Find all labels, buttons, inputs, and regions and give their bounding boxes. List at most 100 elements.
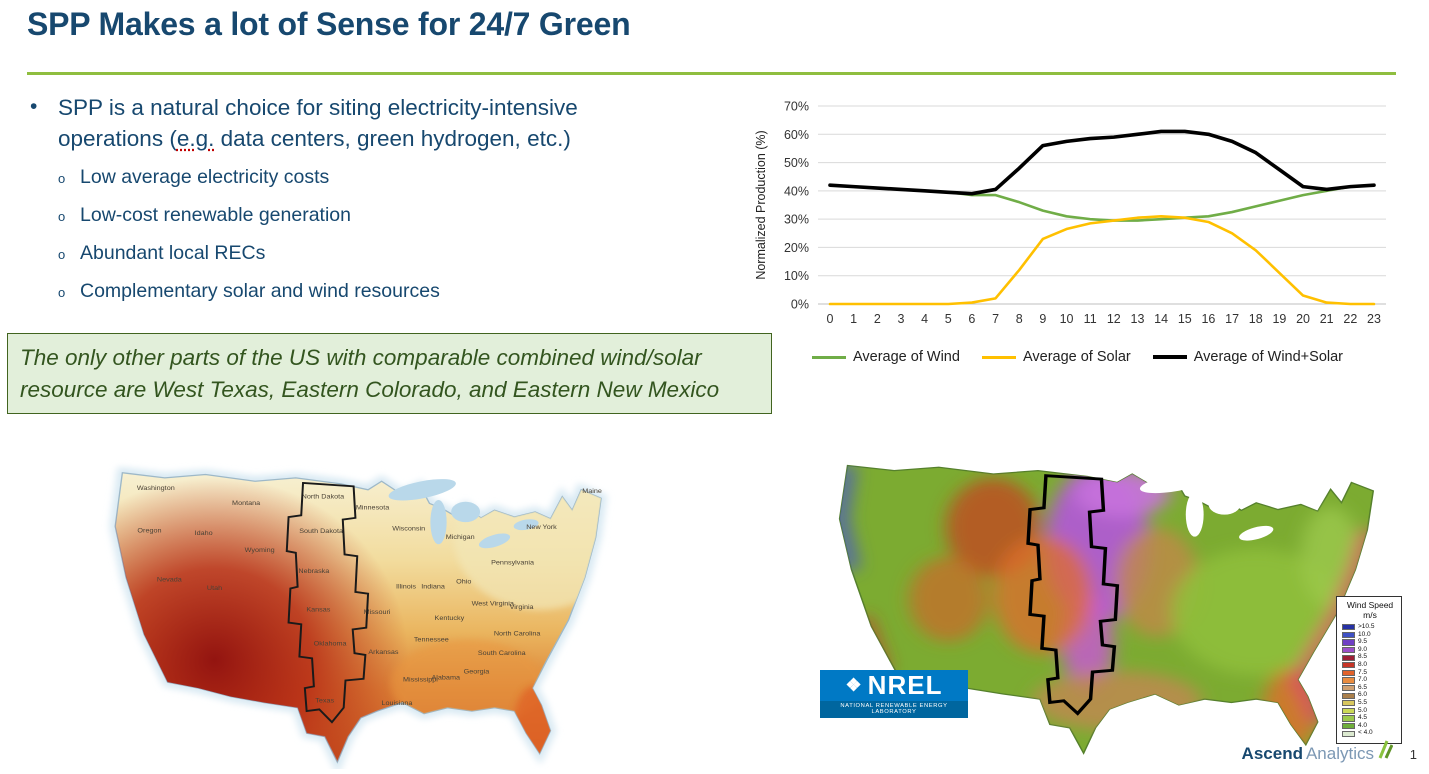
wind-speed-label: 4.0 [1358, 723, 1367, 730]
state-label: Louisiana [382, 700, 413, 707]
state-label: Minnesota [356, 505, 389, 512]
circle-bullet-marker: o [58, 247, 80, 262]
solar-resource-map: Washington Oregon Idaho Montana North Dakota… [70, 437, 630, 769]
sub-bullet-text: Low average electricity costs [80, 166, 329, 189]
x-tick-label: 16 [1201, 312, 1215, 326]
y-tick-label: 40% [784, 184, 809, 198]
page-number: 1 [1410, 747, 1417, 762]
nrel-logo-subtext: NATIONAL RENEWABLE ENERGY LABORATORY [820, 701, 968, 718]
state-label: Texas [315, 698, 334, 705]
wind-speed-label: 10.0 [1358, 632, 1371, 639]
disc-bullet-marker: • [30, 92, 58, 154]
nrel-logo: ❖ NREL NATIONAL RENEWABLE ENERGY LABORAT… [820, 670, 968, 718]
sub-bullet-text: Complementary solar and wind resources [80, 280, 440, 303]
x-tick-label: 17 [1225, 312, 1239, 326]
wind-speed-legend-row: 9.0 [1342, 646, 1398, 654]
chart-legend: Average of Wind Average of Solar Average o… [750, 337, 1398, 365]
wind-speed-legend-row: 5.0 [1342, 707, 1398, 715]
wind-speed-legend-title: Wind Speed m/s [1342, 601, 1398, 621]
state-label: New York [526, 524, 557, 531]
y-tick-label: 60% [784, 128, 809, 142]
x-tick-label: 23 [1367, 312, 1381, 326]
y-tick-label: 30% [784, 213, 809, 227]
legend-label: Average of Solar [1023, 349, 1131, 365]
x-tick-label: 9 [1039, 312, 1046, 326]
wind-speed-label: 5.5 [1358, 700, 1367, 707]
state-label: Montana [232, 500, 260, 507]
sub-bullet-text: Abundant local RECs [80, 242, 265, 265]
wind-speed-label: 4.5 [1358, 715, 1367, 722]
y-tick-label: 20% [784, 241, 809, 255]
x-tick-label: 19 [1272, 312, 1286, 326]
circle-bullet-marker: o [58, 285, 80, 300]
wind-speed-color-swatch [1342, 715, 1355, 721]
state-label: Maine [582, 488, 602, 495]
state-label: North Dakota [302, 493, 345, 500]
wind-speed-color-swatch [1342, 723, 1355, 729]
wind-speed-color-swatch [1342, 624, 1355, 630]
x-tick-label: 0 [827, 312, 834, 326]
wind-speed-legend-row: 9.5 [1342, 639, 1398, 647]
circle-bullet-marker: o [58, 171, 80, 186]
brand-name-light: Analytics [1306, 744, 1374, 764]
state-label: Nebraska [298, 568, 329, 575]
x-tick-label: 14 [1154, 312, 1168, 326]
wind-speed-color-swatch [1342, 655, 1355, 661]
sub-bullet: o Low-cost renewable generation [58, 204, 678, 227]
wind-speed-color-swatch [1342, 662, 1355, 668]
state-label: Arkansas [368, 649, 399, 656]
wind-speed-label: 6.0 [1358, 692, 1367, 699]
state-label: Wisconsin [392, 526, 425, 533]
state-label: Michigan [446, 534, 475, 541]
wind-speed-color-swatch [1342, 677, 1355, 683]
legend-label: Average of Wind [853, 349, 960, 365]
legend-item: Average of Wind+Solar [1153, 349, 1343, 365]
state-label: Washington [137, 485, 175, 492]
solar-map-canvas: Washington Oregon Idaho Montana North Dakota… [70, 437, 630, 769]
legend-line-swatch [812, 356, 846, 359]
state-label: Kentucky [435, 615, 465, 622]
y-tick-label: 0% [791, 298, 809, 312]
main-bullet: • SPP is a natural choice for siting ele… [30, 92, 678, 154]
legend-item: Average of Solar [982, 349, 1131, 365]
state-label: Oklahoma [314, 641, 347, 648]
series-line [830, 216, 1374, 304]
state-label: Idaho [195, 530, 213, 537]
state-label: Oregon [137, 527, 161, 534]
sub-bullet: o Abundant local RECs [58, 242, 678, 265]
wind-speed-color-swatch [1342, 685, 1355, 691]
x-tick-label: 18 [1249, 312, 1263, 326]
state-label: Nevada [157, 577, 182, 584]
sub-bullet: o Complementary solar and wind resources [58, 280, 678, 303]
brand-name-bold: Ascend [1242, 744, 1303, 764]
y-tick-label: 70% [784, 100, 809, 114]
wind-resource-map: ❖ NREL NATIONAL RENEWABLE ENERGY LABORAT… [790, 430, 1405, 760]
x-tick-label: 2 [874, 312, 881, 326]
wind-speed-legend-row: 8.0 [1342, 662, 1398, 670]
x-tick-label: 5 [945, 312, 952, 326]
wind-speed-color-swatch [1342, 639, 1355, 645]
wind-speed-label: 6.5 [1358, 685, 1367, 692]
legend-item: Average of Wind [812, 349, 960, 365]
wind-speed-color-swatch [1342, 731, 1355, 737]
wind-speed-label: 7.5 [1358, 670, 1367, 677]
state-label: Alabama [431, 675, 460, 682]
state-label: Utah [207, 585, 222, 592]
wind-speed-legend-row: < 4.0 [1342, 730, 1398, 738]
x-tick-label: 7 [992, 312, 999, 326]
x-tick-label: 10 [1060, 312, 1074, 326]
wind-speed-color-swatch [1342, 693, 1355, 699]
x-tick-label: 22 [1343, 312, 1357, 326]
title-divider [27, 72, 1396, 75]
wind-speed-legend-row: 5.5 [1342, 699, 1398, 707]
wind-speed-color-swatch [1342, 700, 1355, 706]
state-label: Illinois [396, 584, 417, 591]
wind-speed-legend-row: 4.5 [1342, 715, 1398, 723]
x-tick-label: 21 [1320, 312, 1334, 326]
legend-line-swatch [982, 356, 1016, 359]
wind-speed-label: 8.5 [1358, 654, 1367, 661]
sub-bullet: o Low average electricity costs [58, 166, 678, 189]
wind-speed-legend-row: >10.5 [1342, 624, 1398, 632]
